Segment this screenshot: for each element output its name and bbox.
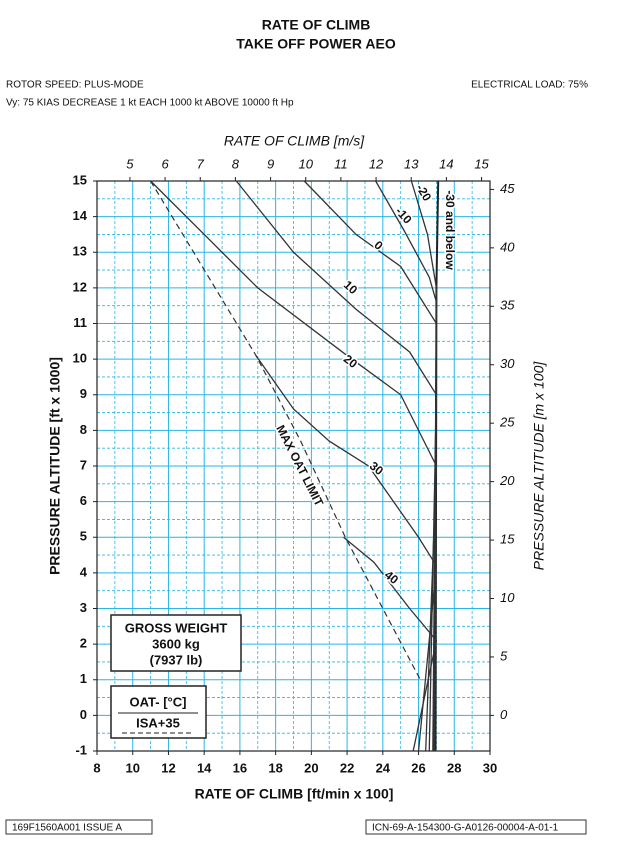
x2-tick-label: 10 (299, 156, 314, 171)
y-tick-label: 12 (73, 279, 87, 294)
weight-box (110, 614, 242, 672)
curve-label: -30 and below (443, 190, 457, 270)
x2-tick-label: 11 (334, 156, 348, 171)
footer-text: 169F1560A001 ISSUE A (12, 823, 122, 834)
curve-label: 10 (341, 278, 361, 298)
x-tick-label: 18 (268, 760, 282, 775)
y-tick-label: 2 (80, 636, 87, 651)
x2-tick-label: 8 (232, 156, 240, 171)
y2-tick-label: 25 (499, 415, 515, 430)
oat-curve (343, 536, 438, 752)
x-tick-label: 8 (93, 760, 100, 775)
weight-title: GROSS WEIGHT (125, 620, 228, 635)
chart-subtitle: TAKE OFF POWER AEO (236, 36, 396, 52)
chart-title: RATE OF CLIMB (262, 17, 371, 33)
x-tick-label: 28 (447, 760, 461, 775)
footer-box (365, 819, 587, 835)
x2-tick-label: 14 (439, 156, 453, 171)
curve-label: -10 (393, 204, 415, 226)
x-axis-label: RATE OF CLIMB [ft/min x 100] (195, 786, 394, 802)
y-tick-label: 7 (80, 457, 87, 472)
y-tick-label: 8 (80, 422, 87, 437)
plot: 8 10 12 14 16 18 20 22 24 26 28 305 6 7 8 9 10 11 12 13 14 15… (73, 156, 516, 775)
y2-tick-label: 5 (500, 648, 508, 663)
x-tick-label: 22 (340, 760, 354, 775)
max-oat-limit (150, 180, 421, 681)
y2-tick-label: 10 (500, 590, 515, 605)
oat-box (110, 685, 207, 739)
curve-label: 30 (367, 459, 386, 478)
footer-box (5, 819, 153, 835)
y-tick-label: 13 (73, 244, 87, 259)
note: ELECTRICAL LOAD: 75% (471, 80, 588, 91)
footer-text: ICN-69-A-154300-G-A0126-00004-A-01-1 (372, 823, 559, 834)
x2-tick-label: 7 (197, 156, 205, 171)
x2-tick-label: 9 (267, 156, 274, 171)
y-tick-label: 6 (80, 493, 87, 508)
y-tick-label: 5 (80, 529, 87, 544)
y2-tick-label: 35 (500, 298, 515, 313)
y-tick-label: 15 (73, 172, 87, 187)
y2-tick-label: 0 (500, 707, 508, 722)
y-tick-label: 4 (80, 564, 88, 579)
y-tick-label: 10 (73, 351, 87, 366)
x-tick-label: 10 (125, 760, 139, 775)
oat-curve (235, 180, 438, 752)
x-tick-label: 26 (411, 760, 425, 775)
y2-tick-label: 30 (500, 356, 515, 371)
weight-kg: 3600 kg (152, 636, 200, 651)
x2-tick-label: 12 (369, 156, 384, 171)
note: Vy: 75 KIAS DECREASE 1 kt EACH 1000 kt A… (6, 98, 294, 109)
x-tick-label: 30 (483, 760, 497, 775)
x2-tick-label: 13 (404, 156, 419, 171)
y2-tick-label: 15 (500, 531, 515, 546)
x2-axis-label: RATE OF CLIMB [m/s] (224, 133, 365, 149)
curve-label: 20 (341, 352, 360, 371)
y2-tick-label: 45 (500, 181, 515, 196)
y2-tick-label: 20 (499, 473, 515, 488)
y-tick-label: 11 (73, 315, 87, 330)
y2-tick-label: 40 (500, 239, 515, 254)
oat-curve (150, 180, 438, 752)
y-tick-label: 0 (80, 707, 87, 722)
y-tick-label: 14 (73, 208, 88, 223)
x-tick-label: 12 (161, 760, 175, 775)
y-tick-label: -1 (75, 742, 87, 757)
x-tick-label: 20 (304, 760, 318, 775)
oat-title: OAT- [°C] (130, 694, 187, 709)
x-tick-label: 14 (197, 760, 212, 775)
oat-curve (255, 355, 438, 752)
note: ROTOR SPEED: PLUS-MODE (6, 80, 144, 91)
y-tick-label: 1 (80, 671, 87, 686)
y-axis-label: PRESSURE ALTITUDE [ft x 1000] (47, 357, 63, 575)
weight-lb: (7937 lb) (150, 652, 203, 667)
oat-isa: ISA+35 (136, 715, 180, 730)
y-tick-label: 9 (80, 386, 87, 401)
curve-label: -20 (413, 181, 434, 203)
y-tick-label: 3 (80, 600, 87, 615)
x2-tick-label: 15 (474, 156, 489, 171)
y2-axis-label: PRESSURE ALTITUDE [m x 100] (531, 361, 547, 571)
x2-tick-label: 6 (161, 156, 169, 171)
x-tick-label: 24 (376, 760, 391, 775)
curve-label: 40 (382, 568, 401, 587)
x-tick-label: 16 (233, 760, 247, 775)
x2-tick-label: 5 (126, 156, 134, 171)
